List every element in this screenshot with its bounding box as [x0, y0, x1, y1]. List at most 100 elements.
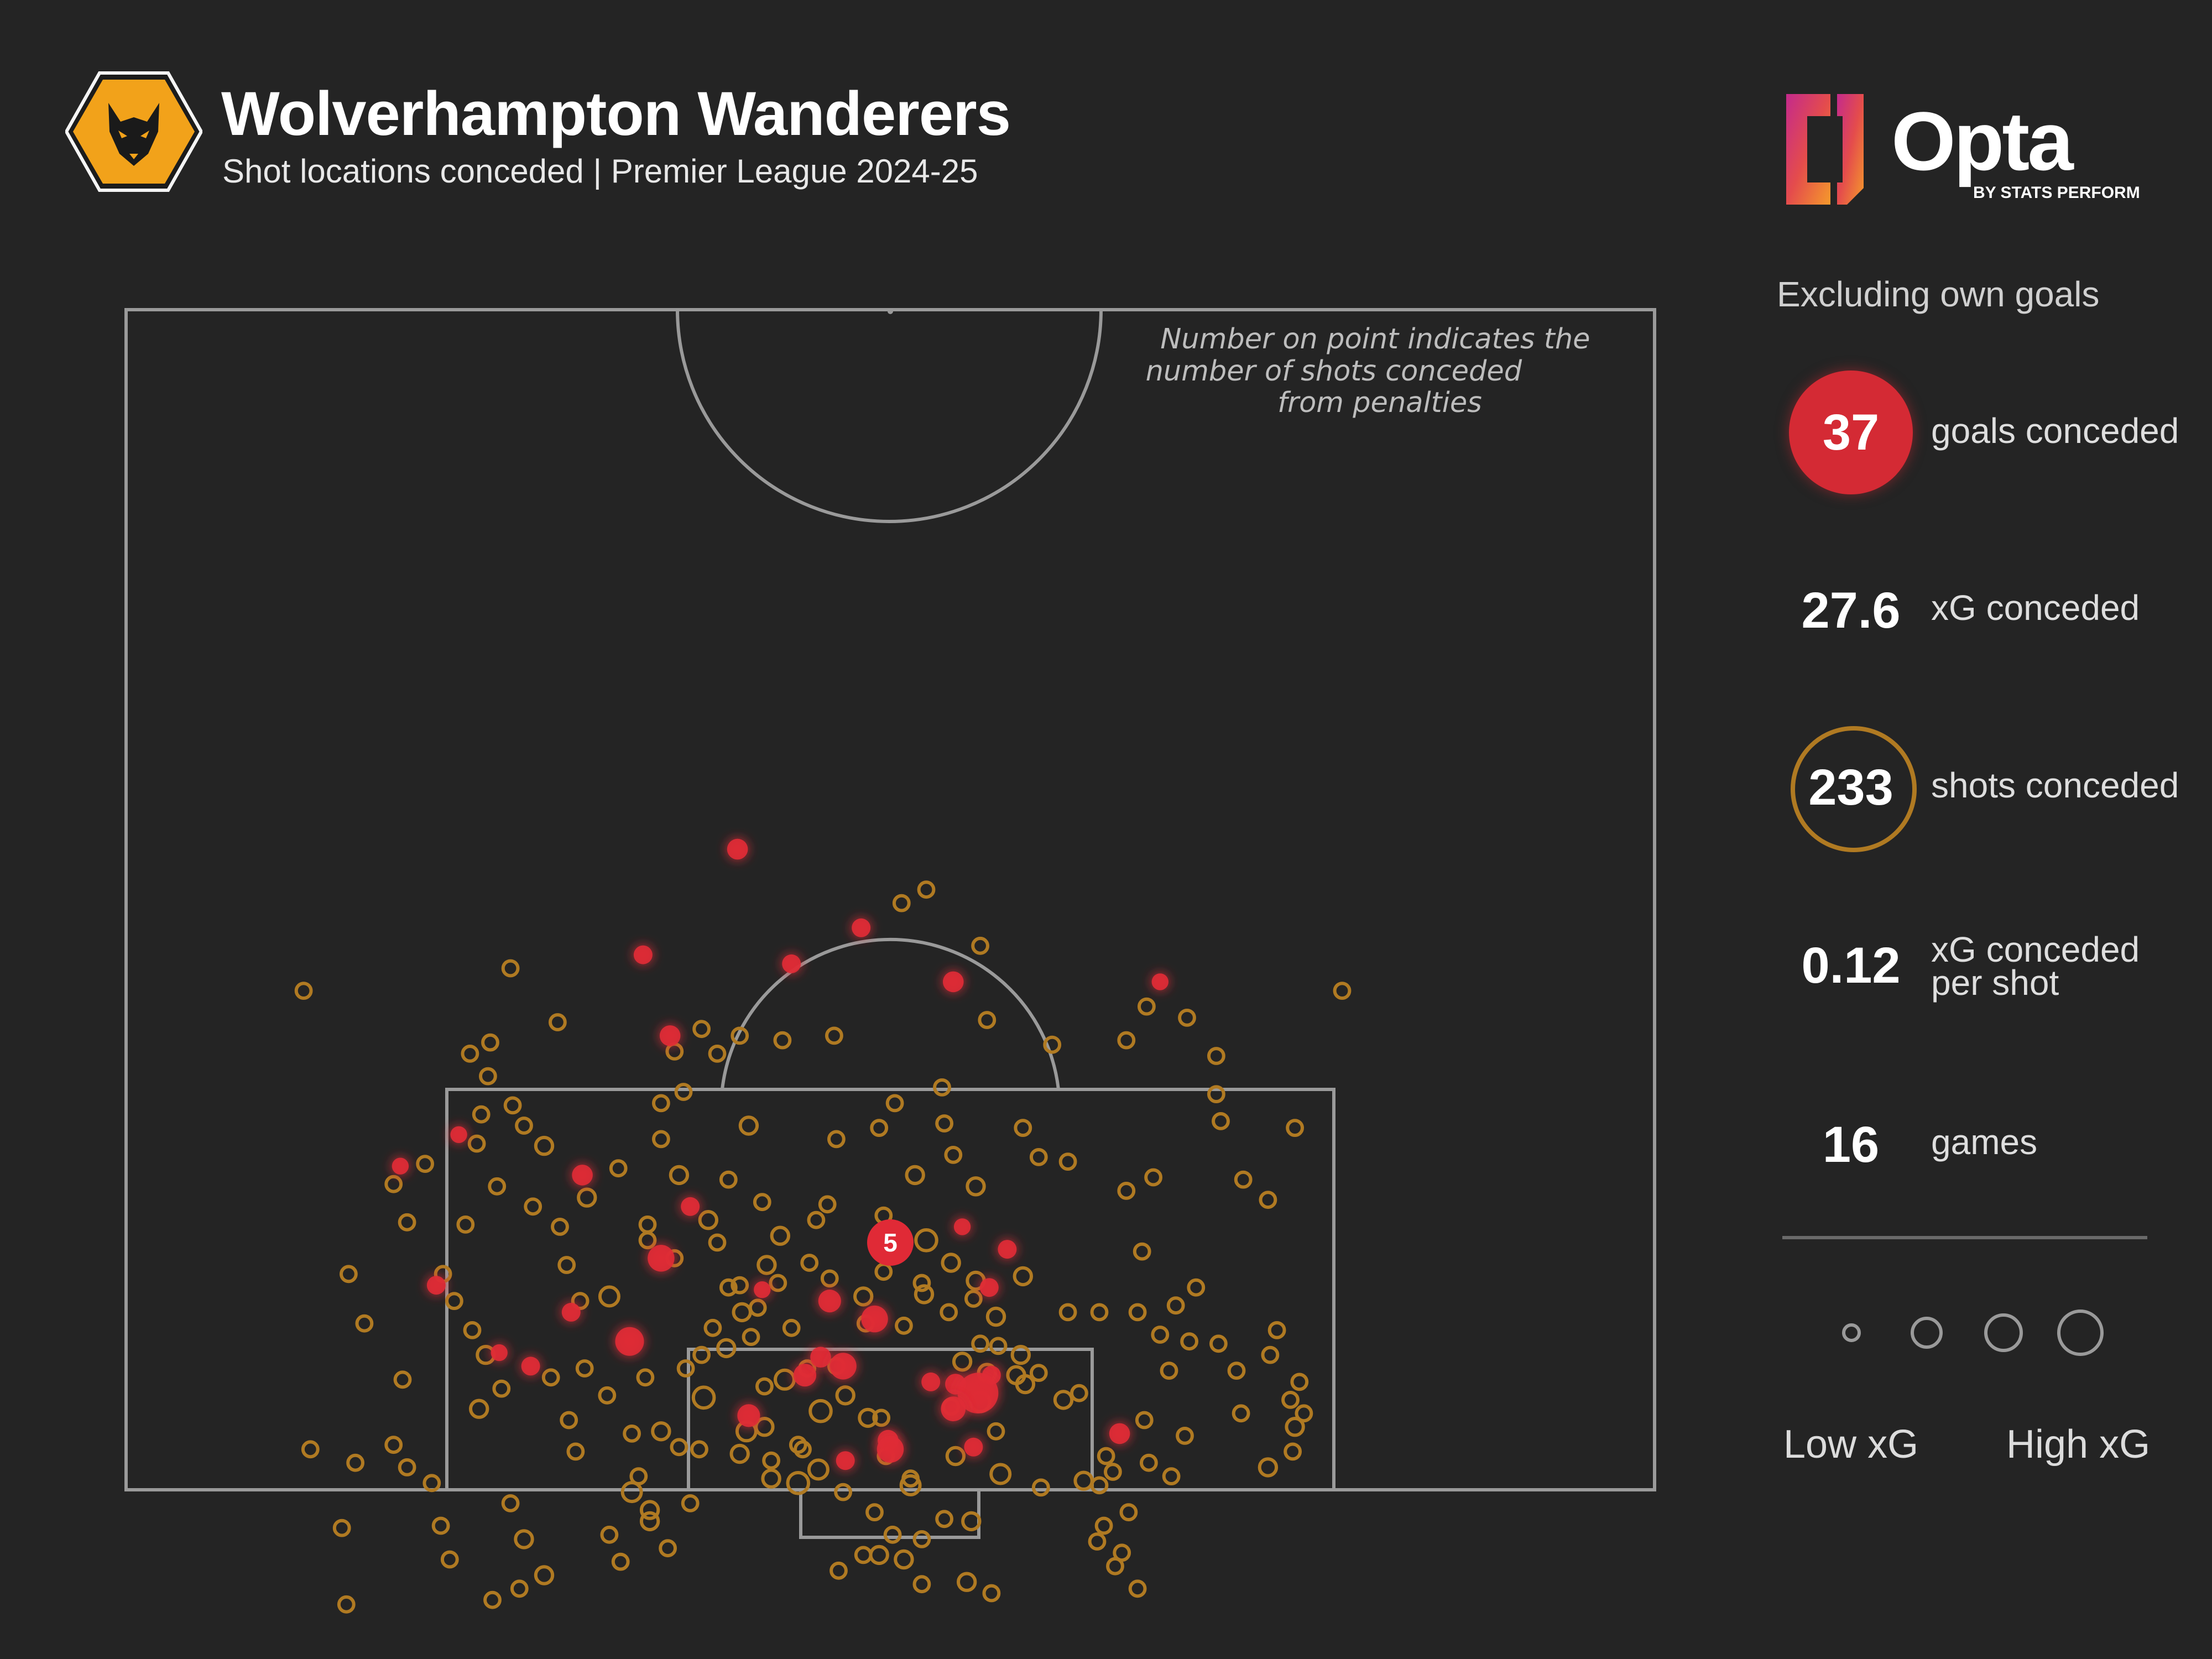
goal-point: [861, 1305, 888, 1333]
shot-point: [598, 1386, 617, 1405]
shot-point: [731, 1276, 749, 1295]
shot-point: [611, 1552, 630, 1571]
shot-point: [1258, 1457, 1279, 1478]
shot-point: [638, 1231, 657, 1250]
shot-point: [971, 1334, 989, 1353]
shot-point: [488, 1177, 507, 1196]
shot-point: [935, 1114, 953, 1133]
shot-point: [665, 1042, 684, 1061]
shot-point: [456, 1215, 475, 1234]
goal-point: [957, 1373, 999, 1413]
shot-point: [917, 880, 936, 899]
shot-point: [770, 1225, 791, 1246]
shot-point: [748, 1298, 767, 1317]
goal-point: [921, 1372, 941, 1391]
shot-point: [301, 1440, 320, 1459]
shot-point: [782, 1318, 801, 1337]
shot-point: [698, 1210, 719, 1230]
note-line-1: Number on point indicates the: [1160, 323, 1590, 356]
shot-point: [515, 1117, 533, 1135]
shot-point: [670, 1438, 688, 1457]
shot-point: [1144, 1168, 1163, 1187]
shot-point: [398, 1213, 416, 1232]
shot-point: [870, 1119, 889, 1137]
shot-point: [865, 1503, 884, 1522]
shot-point: [1138, 997, 1156, 1016]
goal-point: [877, 1436, 904, 1463]
shot-point: [598, 1285, 620, 1308]
shot-point: [501, 959, 520, 978]
shot-point: [978, 1011, 997, 1029]
wolves-crest: [64, 71, 204, 192]
goal-point: [727, 838, 748, 860]
shot-point: [858, 1407, 878, 1428]
shot-point: [874, 1262, 893, 1281]
shot-point: [440, 1550, 459, 1569]
shot-point: [899, 1474, 922, 1496]
goals-layer: [392, 838, 1168, 1470]
shot-point: [1281, 1391, 1300, 1409]
shot-point: [769, 1274, 787, 1292]
shot-point: [1106, 1557, 1124, 1575]
note-line-3: from penalties: [1277, 387, 1482, 419]
shot-point: [774, 1368, 796, 1391]
shot-point: [1014, 1119, 1032, 1137]
legend-size-3: [1984, 1313, 2023, 1352]
penalty-point: [867, 1219, 914, 1266]
goals-badge: [1789, 371, 1913, 494]
goal-point: [852, 918, 871, 937]
shot-point: [1151, 1326, 1170, 1344]
shot-point: [716, 1338, 737, 1359]
shot-point: [786, 1471, 811, 1495]
shot-point: [912, 1575, 931, 1594]
shot-point: [961, 1511, 982, 1532]
pitch-lines: [124, 308, 1656, 1539]
shot-point: [945, 1446, 966, 1467]
shot-point: [1094, 1516, 1113, 1535]
shot-point: [1010, 1344, 1031, 1365]
shot-point: [1070, 1384, 1088, 1402]
shot-point: [971, 936, 989, 955]
goal-point: [450, 1126, 467, 1143]
shot-point: [966, 1176, 986, 1197]
legend-size-2: [1911, 1317, 1943, 1349]
penalty-area: [445, 1088, 1335, 1491]
shot-point: [503, 1096, 522, 1115]
shot-point: [1133, 1242, 1151, 1261]
shot-point: [830, 1561, 848, 1580]
shot-point: [384, 1436, 403, 1454]
shot-point: [914, 1228, 938, 1253]
shot-point: [732, 1302, 752, 1323]
shot-point: [416, 1155, 434, 1173]
shots-conceded-value: 233: [1808, 759, 1893, 816]
shot-point: [1232, 1404, 1250, 1423]
shot-point: [609, 1159, 628, 1178]
shot-point: [1207, 1085, 1225, 1103]
goal-point: [998, 1240, 1017, 1259]
penalty-count-label: 5: [883, 1228, 898, 1257]
shot-point: [800, 1254, 819, 1272]
goal-point: [572, 1165, 593, 1186]
shot-point: [1267, 1321, 1286, 1339]
shot-point: [639, 1500, 660, 1520]
shot-point: [431, 1516, 450, 1535]
shot-point: [738, 1115, 759, 1136]
shot-point: [1128, 1303, 1147, 1322]
shot-point: [753, 1193, 771, 1212]
shot-point: [885, 1094, 904, 1113]
shot-point: [1013, 1266, 1034, 1287]
xg-per-shot-label-2: per shot: [1931, 963, 2059, 1003]
shot-point: [1090, 1303, 1109, 1322]
shot-point: [1207, 1047, 1225, 1065]
shot-point: [933, 1078, 951, 1097]
shot-point: [703, 1318, 722, 1337]
goal-point: [615, 1327, 644, 1356]
panel-divider: [1782, 1236, 2147, 1239]
shot-point: [467, 1134, 486, 1153]
shot-point: [463, 1321, 482, 1339]
goal-point: [1109, 1423, 1130, 1444]
shot-point: [762, 1451, 780, 1470]
shot-point: [560, 1411, 578, 1430]
shot-point: [940, 1303, 958, 1322]
